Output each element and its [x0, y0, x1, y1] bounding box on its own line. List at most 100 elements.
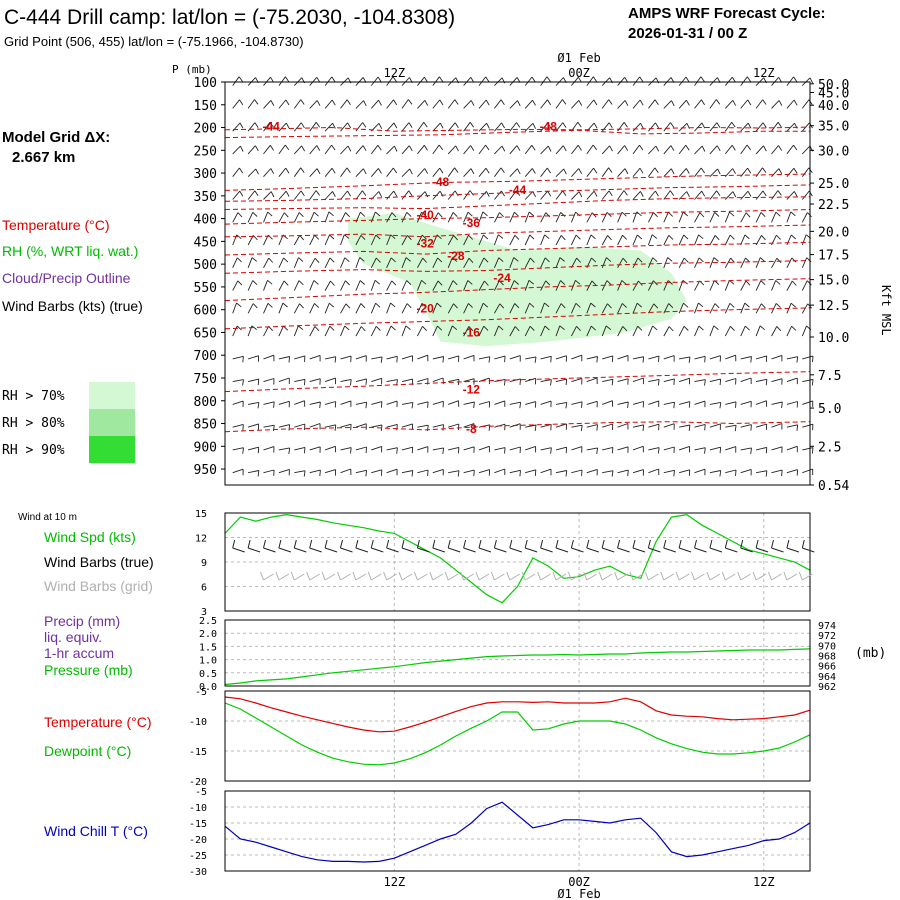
y-tick-label: 9 [201, 558, 207, 569]
wind-barb [340, 234, 350, 246]
wind-barb [679, 424, 691, 431]
wind-barb [324, 445, 336, 453]
pressure-tick-label: 970 [818, 641, 836, 652]
legend-temperature: Temperature (°C) [2, 217, 110, 233]
wind-barb [755, 355, 768, 362]
wind-barb [602, 423, 614, 431]
height-tick-label: 30.0 [818, 144, 849, 159]
wind-barb [355, 190, 367, 200]
surface-barb-grid [521, 571, 536, 581]
wind-barb [294, 378, 306, 386]
surface-barb-grid [629, 571, 644, 581]
wind-barb [478, 401, 491, 408]
rh-legend: RH > 70% RH > 80% RH > 90% [2, 382, 135, 463]
wind-barb [601, 303, 612, 314]
wind-barb [278, 257, 289, 268]
wind-barb [247, 446, 260, 454]
wind-barb [494, 400, 506, 407]
wind-barb [786, 377, 798, 385]
wind-barb [602, 446, 614, 454]
wind-barb [632, 99, 644, 109]
wind-barb [525, 424, 537, 431]
wind-barb [801, 212, 812, 223]
wind-barb [694, 355, 706, 363]
height-tick-label: 2.5 [818, 440, 841, 455]
temperature-contour [224, 421, 811, 433]
wind-barb [309, 469, 321, 477]
wind-barb [786, 325, 797, 337]
wind-barb [478, 325, 489, 337]
wind-barb [232, 325, 242, 337]
y-tick-label: 15 [195, 509, 207, 520]
wind-barb [524, 191, 536, 200]
wind-barb [802, 468, 814, 475]
model-grid-value: 2.667 km [12, 149, 75, 166]
wind-barb [709, 446, 722, 454]
surface-barb-grid [752, 571, 767, 581]
height-tick-label: 20.0 [818, 225, 849, 240]
wind-barb [263, 121, 274, 132]
surface-barb-grid [798, 571, 813, 581]
precip-tick-label: 1.0 [199, 656, 217, 667]
wind-barb [586, 447, 599, 454]
wind-barb [555, 145, 567, 155]
wind-barb [340, 122, 352, 132]
surface-barb-true [401, 539, 415, 553]
wind-barb [555, 168, 567, 178]
wind-barb [663, 257, 673, 268]
temperature-contour-label: -48 [540, 120, 558, 134]
surface-barb-grid [537, 571, 551, 581]
wind-barb [724, 279, 735, 291]
wind-barb [540, 468, 552, 476]
wind-barb [802, 447, 814, 454]
temperature-contour [224, 184, 811, 202]
wind-barb [540, 400, 552, 408]
wind-barb [370, 234, 381, 246]
wind-barb [232, 145, 244, 155]
wind-barb [417, 99, 429, 109]
temperature-contour [224, 260, 811, 274]
wind-barb [340, 99, 351, 109]
wind-barb [755, 400, 768, 407]
wind-barb [432, 356, 445, 363]
temperature-contour [224, 129, 810, 139]
wind-barb [232, 302, 242, 314]
wind-barb [386, 234, 396, 246]
wind-barb [293, 325, 304, 337]
wind-barb [586, 167, 598, 177]
y-tick-label: -30 [189, 867, 207, 878]
wind-barb [355, 401, 368, 409]
wind-barb [340, 167, 351, 177]
wind-barb [771, 423, 783, 430]
pressure-tick-label: 300 [194, 167, 217, 182]
wind-barb [540, 145, 552, 155]
surface-barb-grid [737, 571, 751, 581]
rh-legend-label: RH > 90% [2, 443, 65, 458]
wind-barb [540, 99, 552, 109]
wind-barb [632, 167, 644, 177]
wind-barb [355, 378, 367, 385]
time-label-bottom: 12Z [383, 875, 405, 889]
wind-barb [617, 77, 629, 86]
wind-barb [371, 401, 383, 408]
forecast-cycle-label: AMPS WRF Forecast Cycle: [628, 5, 826, 22]
wind-barb [725, 424, 737, 432]
wind-barb [740, 468, 752, 476]
wind-barb [324, 122, 336, 132]
wind-barb [586, 144, 598, 155]
wind-barb [555, 190, 567, 200]
wind-barb [401, 145, 413, 155]
time-label-top: 12Z [753, 66, 775, 80]
wind-barb [355, 469, 368, 477]
wind-barb [786, 424, 799, 431]
surface-barb-grid [660, 571, 675, 581]
surface-barb-true [555, 539, 569, 553]
wind-barb [632, 469, 644, 476]
wind-barb [678, 122, 690, 132]
wind-barb [771, 401, 783, 409]
wind-barb [448, 400, 460, 407]
wind-barb [432, 144, 444, 155]
surface-barb-true [771, 539, 784, 553]
wind-barb [324, 302, 335, 314]
y-tick-label: -5 [195, 687, 207, 698]
